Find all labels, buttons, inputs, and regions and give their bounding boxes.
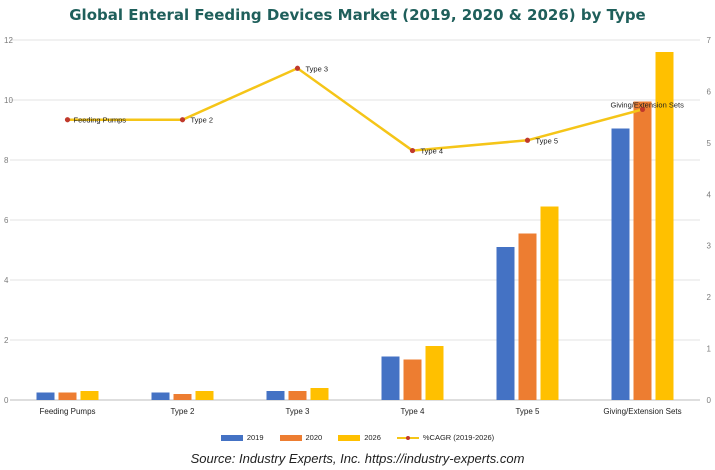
x-tick-label: Type 2 [170, 407, 195, 416]
bar-2019-2 [266, 391, 285, 400]
y-tick-label: 6 [4, 216, 9, 225]
bar-2019-0 [36, 392, 55, 400]
grid-layer [10, 39, 700, 401]
legend-label-2020: 2020 [305, 433, 323, 442]
cagr-point-label: Type 5 [536, 136, 559, 145]
y2-tick-label: 6 [707, 87, 712, 96]
legend-item-2019: 2019 [220, 433, 264, 442]
cagr-point-label: Type 2 [191, 116, 214, 125]
cagr-point-label: Giving/Extension Sets [611, 100, 685, 109]
bar-2020-4 [518, 233, 537, 400]
y-tick-label: 2 [4, 336, 9, 345]
chart-legend: 2019 2020 2026 %CAGR (2019-2026) [0, 433, 715, 442]
chart-title: Global Enteral Feeding Devices Market (2… [69, 6, 646, 24]
cagr-marker [294, 65, 301, 71]
cagr-marker [639, 106, 646, 113]
bar-2019-5 [611, 128, 630, 400]
bar-2026-0 [80, 391, 99, 400]
cagr-marker [64, 117, 71, 123]
cagr-point-label: Feeding Pumps [74, 116, 127, 125]
y-tick-label: 4 [4, 276, 9, 285]
x-tick-label: Giving/Extension Sets [603, 407, 681, 416]
legend-item-cagr: %CAGR (2019-2026) [396, 433, 495, 442]
bar-2020-1 [173, 394, 192, 400]
bar-2026-2 [310, 388, 329, 400]
bar-2019-4 [496, 247, 515, 400]
bar-2026-4 [540, 206, 559, 400]
source-caption: Source: Industry Experts, Inc. https://i… [190, 451, 525, 466]
x-tick-label: Type 5 [515, 407, 540, 416]
y2-tick-label: 4 [707, 190, 712, 199]
bar-2026-5 [655, 52, 674, 400]
legend-swatch-2019 [220, 434, 243, 441]
y-tick-label: 0 [4, 396, 9, 405]
bar-2020-3 [403, 359, 422, 400]
y2-tick-label: 5 [707, 139, 712, 148]
line-layer [64, 65, 646, 154]
y-tick-label: 10 [4, 96, 13, 105]
bar-2019-1 [151, 392, 170, 400]
legend-label-2019: 2019 [246, 433, 264, 442]
y2-tick-label: 7 [707, 36, 712, 45]
y2-tick-label: 2 [707, 293, 712, 302]
x-tick-label: Feeding Pumps [39, 407, 95, 416]
cagr-point-label: Type 3 [306, 64, 329, 73]
y2-tick-label: 3 [707, 242, 712, 251]
cagr-marker [409, 147, 416, 154]
x-tick-label: Type 3 [285, 407, 310, 416]
legend-swatch-2020 [279, 434, 302, 441]
cagr-marker [524, 137, 531, 143]
x-tick-label: Type 4 [400, 407, 425, 416]
y2-tick-label: 1 [707, 345, 712, 354]
legend-item-2026: 2026 [338, 433, 381, 442]
bar-2026-1 [195, 391, 214, 400]
cagr-marker [179, 117, 186, 123]
legend-item-2020: 2020 [279, 433, 323, 442]
bar-2026-3 [425, 346, 444, 400]
legend-swatch-cagr [396, 435, 419, 441]
legend-swatch-2026 [338, 434, 361, 441]
y-tick-label: 8 [4, 156, 9, 165]
y2-tick-label: 0 [707, 396, 712, 405]
bar-2019-3 [381, 356, 400, 400]
legend-label-cagr: %CAGR (2019-2026) [422, 433, 495, 442]
cagr-line [67, 66, 643, 152]
bar-2020-0 [58, 392, 77, 400]
y-tick-label: 12 [4, 36, 13, 45]
bar-2020-5 [633, 101, 652, 400]
legend-label-2026: 2026 [364, 433, 381, 442]
cagr-point-label: Type 4 [421, 147, 444, 156]
bar-2020-2 [288, 391, 307, 400]
bars-layer [36, 52, 674, 400]
